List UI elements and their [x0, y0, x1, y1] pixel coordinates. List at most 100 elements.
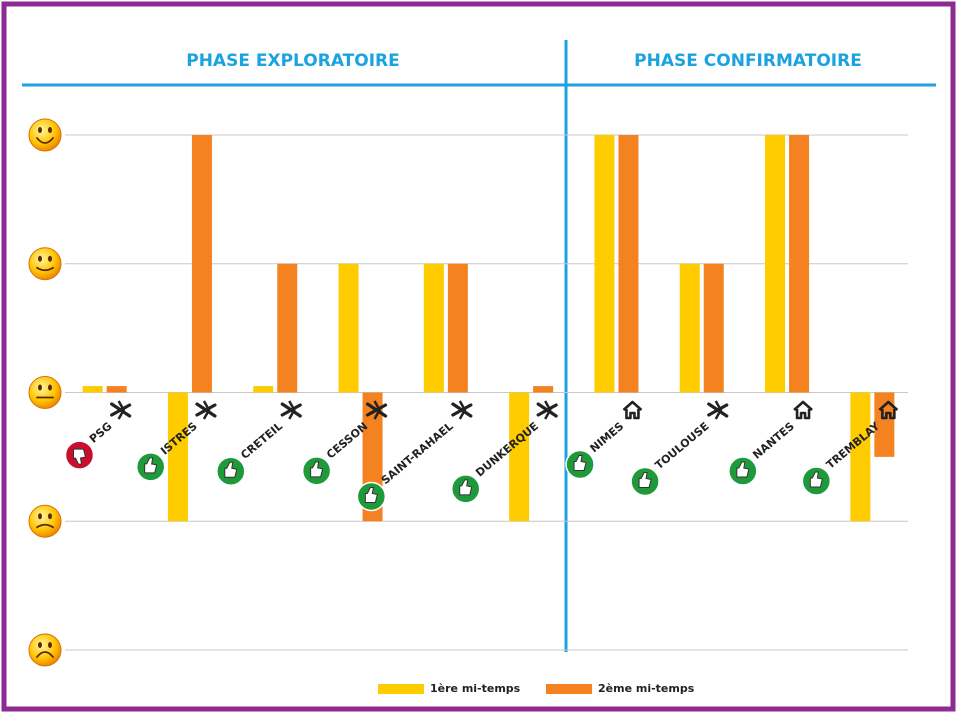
smiley-face — [28, 504, 62, 538]
thumb-up-icon — [630, 466, 660, 497]
bar — [167, 392, 188, 522]
plane-wing — [373, 400, 381, 420]
legend: 1ère mi-temps 2ème mi-temps — [378, 682, 695, 695]
bar — [277, 263, 298, 393]
phase-title: PHASE CONFIRMATOIRE — [634, 51, 862, 71]
plane-icon — [280, 402, 302, 418]
smiley-icon — [28, 633, 62, 667]
thumb-hand — [809, 471, 823, 488]
smiley-mouth — [36, 137, 54, 144]
bar — [509, 392, 530, 522]
venue-icon — [878, 400, 899, 420]
smiley-face — [28, 376, 62, 409]
thumb-up-icon — [801, 466, 832, 496]
smiley-eye — [38, 127, 42, 133]
bar — [191, 135, 212, 393]
bar — [533, 386, 554, 393]
venue-icon — [536, 400, 558, 420]
plane-icon — [195, 402, 217, 418]
category-label: SAINT-RAHAEL — [379, 420, 456, 487]
grid — [28, 118, 908, 667]
category-label: PSG — [87, 420, 115, 446]
bar — [618, 135, 639, 393]
plane-icon — [365, 402, 388, 418]
plane-icon — [536, 402, 558, 418]
thumb-hand — [573, 455, 587, 472]
plane-wing — [714, 400, 723, 420]
venue-icon — [622, 400, 643, 420]
labels: PSG ISTRES CRETEIL CESSON SAINT-RAHAEL DUNKER… — [64, 400, 899, 512]
plane-icon — [707, 402, 729, 418]
venue-icon — [793, 400, 813, 420]
category-label: NIMES — [588, 420, 627, 456]
smiley-face — [28, 247, 62, 281]
smiley-mouth — [36, 651, 54, 658]
bar — [338, 263, 359, 393]
venue-icon — [110, 400, 132, 420]
smiley-mouth — [36, 266, 54, 272]
smiley-face — [28, 118, 62, 152]
thumb-up-icon — [450, 474, 481, 504]
bar — [789, 135, 810, 393]
thumb-hand — [736, 461, 750, 478]
thumb-up-icon — [565, 449, 595, 480]
bar — [703, 263, 724, 393]
thumb-hand — [638, 472, 652, 489]
bar — [594, 135, 615, 393]
plane-wing — [202, 400, 211, 420]
thumb-hand — [459, 479, 473, 496]
smiley-eye — [38, 255, 42, 262]
category-label: TOULOUSE — [653, 420, 712, 472]
smiley-eye — [38, 384, 42, 391]
smiley-icon — [28, 118, 62, 152]
legend-label: 1ère mi-temps — [430, 682, 521, 695]
house-icon — [878, 400, 899, 420]
thumb-up-icon — [728, 456, 758, 486]
bar — [82, 386, 103, 393]
plane-wing — [544, 400, 552, 420]
phase-title: PHASE EXPLORATOIRE — [186, 51, 399, 71]
thumb-hand — [224, 461, 238, 478]
house-icon — [793, 400, 813, 420]
plane-wing — [458, 400, 467, 420]
bar — [253, 386, 274, 393]
venue-icon — [451, 400, 473, 420]
bar — [106, 386, 127, 393]
smiley-eye — [48, 127, 52, 133]
thumb-up-icon — [356, 481, 387, 512]
venue-icon — [707, 400, 729, 420]
bar — [679, 263, 700, 393]
plane-icon — [451, 402, 473, 418]
plane-wing — [288, 400, 296, 420]
bar — [447, 263, 468, 393]
bars — [82, 135, 895, 522]
venue-icon — [280, 400, 302, 420]
thumb-hand — [144, 457, 158, 474]
category-label: DUNKERQUE — [473, 420, 541, 480]
plane-wing — [117, 400, 126, 420]
thumb-hand — [364, 486, 378, 503]
legend-swatch — [378, 684, 424, 694]
thumb-hand — [72, 448, 87, 465]
category-label: CRETEIL — [238, 420, 285, 462]
thumb-up-icon — [135, 452, 166, 482]
legend-label: 2ème mi-temps — [598, 682, 695, 695]
smiley-icon — [28, 376, 62, 409]
house-icon — [622, 400, 643, 420]
smiley-face — [28, 633, 62, 667]
bar — [423, 263, 444, 393]
bar — [765, 135, 786, 393]
thumb-down-icon — [64, 440, 95, 470]
smiley-eye — [48, 642, 52, 648]
thumb-up-icon — [301, 456, 332, 486]
smiley-eye — [48, 384, 52, 391]
plane-icon — [110, 402, 132, 418]
legend-swatch — [546, 684, 592, 694]
smiley-mouth — [36, 523, 54, 529]
smiley-eye — [38, 642, 42, 648]
category-label: NANTES — [750, 420, 797, 462]
venue-icon — [365, 400, 388, 420]
smiley-eye — [48, 513, 52, 520]
